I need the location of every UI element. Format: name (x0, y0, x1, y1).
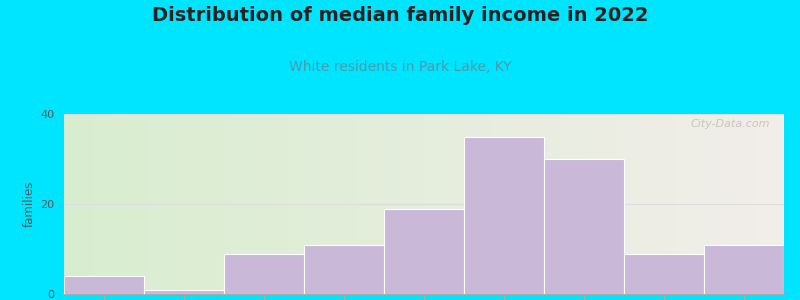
Bar (704, 244, 784, 294)
Y-axis label: families: families (23, 181, 36, 227)
Bar (224, 254, 304, 294)
Text: White residents in Park Lake, KY: White residents in Park Lake, KY (289, 60, 511, 74)
Bar (64, 276, 144, 294)
Text: City-Data.com: City-Data.com (690, 119, 770, 129)
Bar (304, 244, 384, 294)
Bar (464, 136, 544, 294)
Bar (624, 254, 704, 294)
Text: Distribution of median family income in 2022: Distribution of median family income in … (152, 6, 648, 25)
Bar (544, 159, 624, 294)
Bar (384, 208, 464, 294)
Bar (144, 290, 224, 294)
